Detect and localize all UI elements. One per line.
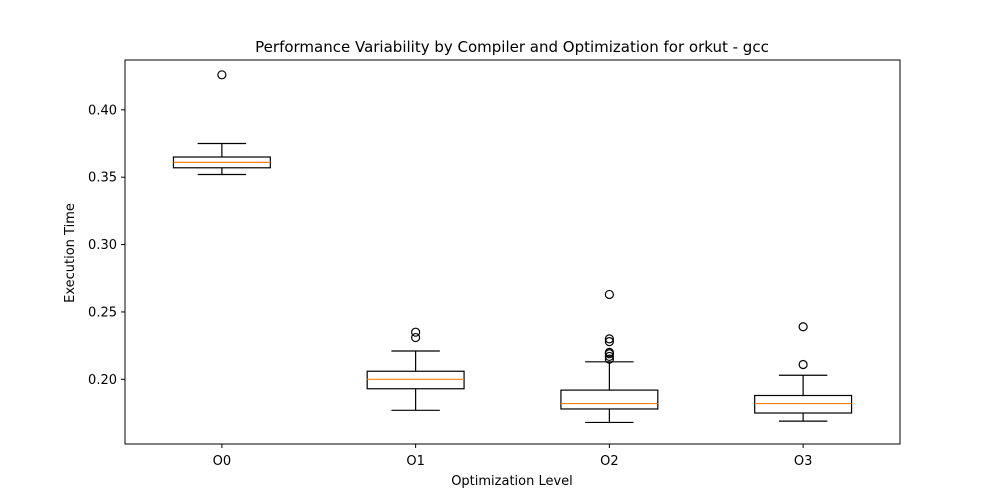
outlier-point	[798, 322, 808, 332]
y-tick-label: 0.25	[88, 305, 117, 320]
chart-title: Performance Variability by Compiler and …	[255, 38, 769, 56]
outlier-point	[798, 359, 808, 370]
x-tick-label: O2	[600, 454, 619, 469]
outlier-point	[604, 337, 614, 347]
x-tick-label: O1	[406, 454, 425, 469]
outlier-point	[217, 70, 227, 80]
x-tick-label: O0	[213, 454, 232, 469]
plot-frame	[124, 59, 901, 445]
iqr-box	[754, 394, 853, 414]
outlier-point	[604, 347, 614, 357]
plot-area: 0.20 0.25 0.30 0.35 0.40 O0 O1 O2 O3	[88, 59, 901, 469]
iqr-box	[560, 389, 659, 410]
outlier-point	[411, 327, 421, 337]
y-tick-label: 0.30	[88, 238, 117, 253]
y-tick-label: 0.20	[88, 373, 117, 388]
outlier-point	[411, 332, 421, 343]
y-axis-label: Execution Time	[63, 203, 78, 303]
x-tick-label: O3	[794, 454, 813, 469]
outlier-point	[604, 334, 614, 344]
y-tick-label: 0.40	[88, 103, 117, 118]
x-axis-label: Optimization Level	[451, 474, 573, 489]
outlier-point	[604, 289, 614, 300]
outlier-point	[604, 351, 614, 362]
outlier-point	[604, 354, 614, 364]
iqr-box	[366, 370, 465, 390]
y-tick-label: 0.35	[88, 171, 117, 186]
